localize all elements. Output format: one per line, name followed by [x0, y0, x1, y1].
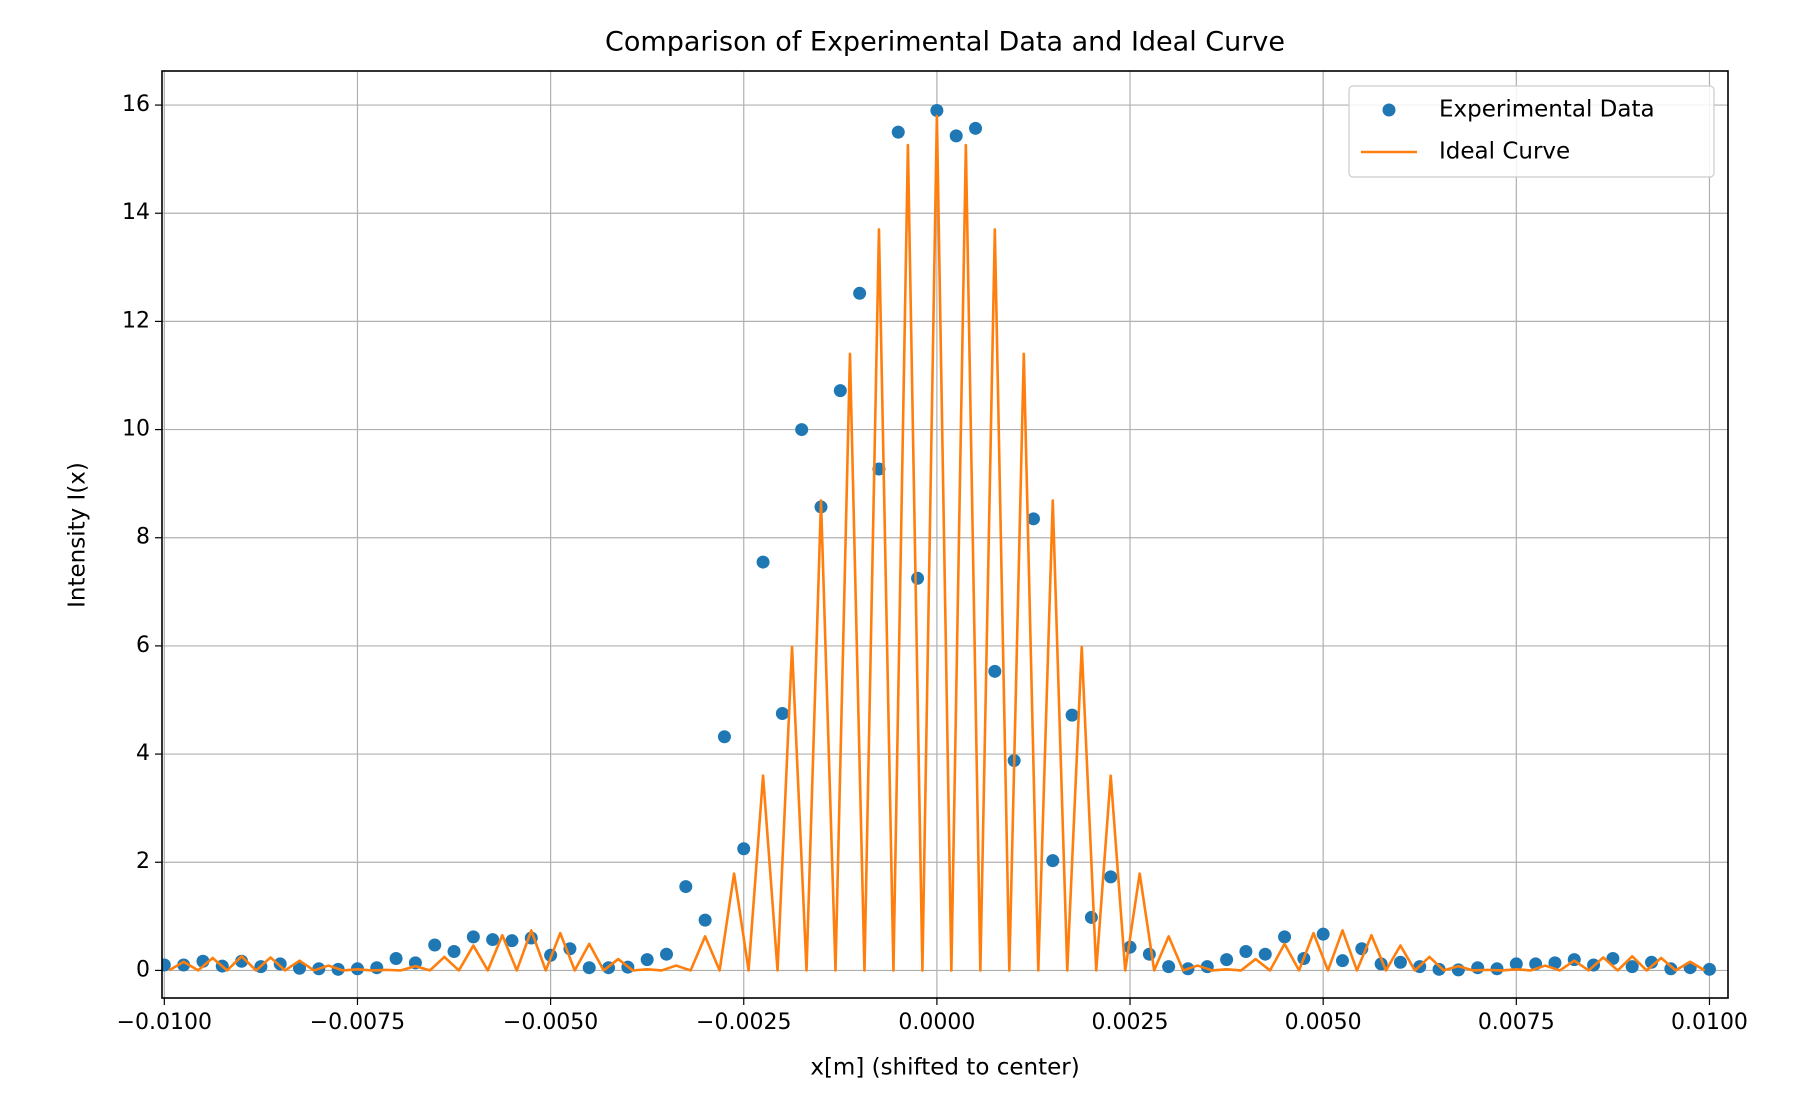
data-point [505, 934, 519, 948]
data-point [891, 125, 905, 139]
legend-label: Ideal Curve [1439, 139, 1570, 165]
data-point [1316, 927, 1330, 941]
y-tick-label: 16 [122, 92, 150, 117]
data-point [1258, 947, 1272, 961]
y-tick-label: 14 [122, 200, 150, 225]
axes-frame [161, 70, 1729, 999]
data-point [1239, 944, 1253, 958]
y-tick-label: 12 [122, 308, 150, 333]
y-tick-label: 0 [136, 957, 150, 982]
y-tick-label: 2 [136, 849, 150, 874]
data-point [1104, 870, 1118, 884]
data-point [679, 880, 693, 894]
y-tick-label: 10 [122, 417, 150, 442]
y-tick-label: 4 [136, 741, 150, 766]
data-point [717, 730, 731, 744]
data-point [1278, 930, 1292, 944]
y-tick-label: 6 [136, 633, 150, 658]
ideal-curve-line [168, 114, 1706, 972]
x-tick-label: −0.0100 [117, 1010, 212, 1035]
x-tick-label: −0.0050 [503, 1010, 598, 1035]
x-tick-label: 0.0050 [1285, 1010, 1362, 1035]
data-point [737, 842, 751, 856]
data-point [447, 944, 461, 958]
data-point [1432, 962, 1446, 976]
data-point [1490, 962, 1504, 976]
data-point [1220, 953, 1234, 967]
legend: Experimental Data Ideal Curve [1348, 85, 1715, 178]
legend-box [1348, 85, 1715, 178]
data-point [640, 953, 654, 967]
data-point [872, 462, 886, 476]
data-point [1645, 955, 1659, 969]
data-point [853, 286, 867, 300]
data-point [1162, 960, 1176, 974]
data-point [795, 423, 809, 437]
y-tick-label: 8 [136, 525, 150, 550]
data-point [930, 103, 944, 117]
data-point [428, 938, 442, 952]
data-point [911, 571, 925, 585]
data-point [698, 913, 712, 927]
data-point [833, 384, 847, 398]
data-point [949, 129, 963, 143]
data-point [1625, 960, 1639, 974]
chart-title: Comparison of Experimental Data and Idea… [605, 27, 1285, 58]
legend-label: Experimental Data [1439, 97, 1655, 123]
data-point [969, 121, 983, 135]
data-point [1471, 961, 1485, 975]
data-point [1702, 962, 1716, 976]
x-tick-label: −0.0025 [696, 1010, 791, 1035]
data-point [1393, 955, 1407, 969]
data-point [1509, 957, 1523, 971]
data-point [1065, 708, 1079, 722]
data-point [1664, 962, 1678, 976]
data-point [659, 947, 673, 961]
data-point [1123, 940, 1137, 954]
data-point [775, 707, 789, 721]
x-axis-label: x[m] (shifted to center) [810, 1055, 1079, 1081]
data-point [1046, 854, 1060, 868]
data-point [486, 933, 500, 947]
plot-area [162, 103, 1716, 977]
data-point [370, 961, 384, 975]
data-point [389, 952, 403, 966]
y-axis-label: Intensity I(x) [65, 462, 91, 608]
x-tick-label: −0.0075 [310, 1010, 405, 1035]
data-point [582, 961, 596, 975]
data-point [293, 961, 307, 975]
x-tick-label: 0.0025 [1092, 1010, 1169, 1035]
legend-marker [1382, 103, 1396, 117]
data-point [1335, 954, 1349, 968]
x-tick-label: 0.0075 [1478, 1010, 1555, 1035]
data-point [756, 555, 770, 569]
data-point [162, 958, 171, 972]
data-point [1084, 910, 1098, 924]
x-tick-label: 0.0000 [898, 1010, 975, 1035]
data-point [1142, 947, 1156, 961]
data-point [177, 958, 191, 972]
data-point [466, 930, 480, 944]
x-tick-label: 0.0100 [1671, 1010, 1748, 1035]
data-point [1548, 956, 1562, 970]
data-point [988, 664, 1002, 678]
data-point [273, 957, 287, 971]
data-point [1026, 512, 1040, 526]
